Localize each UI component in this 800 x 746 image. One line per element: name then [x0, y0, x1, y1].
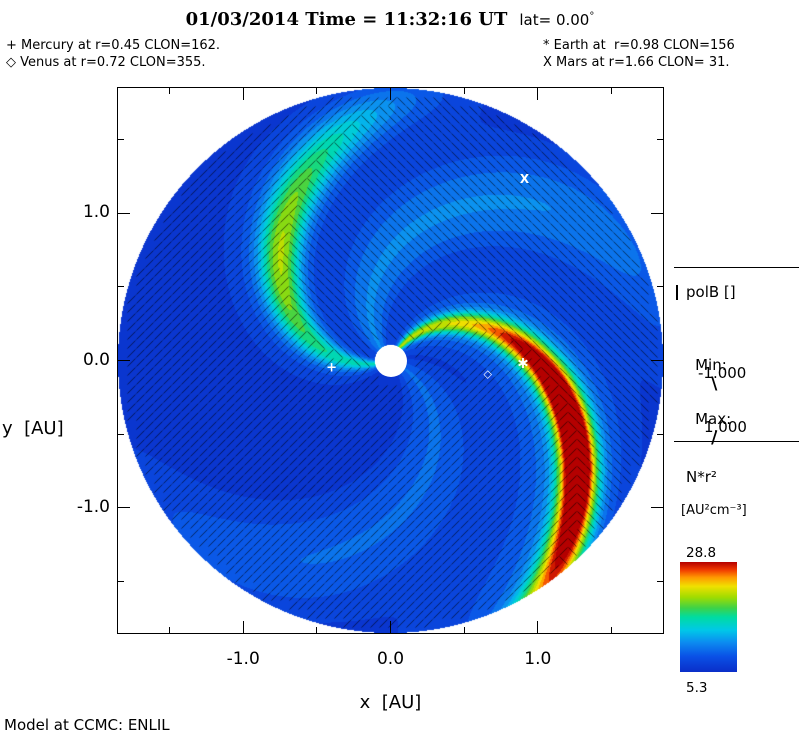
y-tick-label: -1.0 — [76, 496, 110, 517]
axis-tick — [118, 360, 130, 361]
axis-tick — [390, 621, 391, 633]
axis-tick — [169, 627, 171, 633]
x-axis-label: x [AU] — [359, 692, 422, 713]
colorbar-title: N*r² — [686, 468, 717, 486]
min-label: Min: — [695, 356, 727, 374]
earth-annotation: * Earth at r=0.98 CLON=156 — [543, 38, 735, 53]
max-label: Max: — [695, 410, 732, 428]
axis-tick — [118, 286, 124, 288]
axis-tick — [118, 433, 124, 435]
plot-title: 01/03/2014 Time = 11:32:16 UT lat= 0.00° — [0, 9, 780, 30]
axis-tick — [390, 88, 391, 100]
x-icon: X — [543, 55, 552, 70]
x-tick-label: 1.0 — [524, 649, 552, 669]
axis-tick — [657, 433, 663, 435]
axis-tick — [118, 507, 130, 509]
mars-marker: X — [519, 172, 530, 187]
axis-tick — [118, 212, 130, 214]
axis-tick — [118, 580, 124, 582]
venus-annotation: ◇ Venus at r=0.72 CLON=355. — [6, 55, 206, 70]
earth-marker: ∗ — [516, 353, 530, 373]
axis-tick — [316, 88, 318, 94]
axis-tick — [169, 88, 171, 94]
axis-tick — [242, 621, 244, 633]
x-tick-label: -1.0 — [226, 649, 260, 669]
colorbar-min-value: 5.3 — [686, 680, 708, 696]
axis-tick — [610, 627, 612, 633]
polarity-max-value: 1.000 — [704, 418, 747, 436]
axis-tick — [118, 139, 124, 141]
polb-label: polB [] — [686, 283, 736, 301]
axis-tick — [651, 212, 663, 214]
degree-symbol: ° — [589, 11, 595, 22]
x-tick-label: 0.0 — [376, 649, 405, 669]
axis-tick — [657, 286, 663, 288]
planet-annotations-right: * Earth at r=0.98 CLON=156 X Mars at r=1… — [543, 37, 735, 71]
mercury-annotation: + Mercury at r=0.45 CLON=162. — [6, 38, 221, 53]
axis-tick — [242, 88, 244, 100]
colorbar-gradient — [680, 562, 737, 672]
axis-tick — [657, 580, 663, 582]
plot-latitude: lat= 0.00° — [519, 11, 595, 29]
polarity-min-row: Min: \ — [676, 338, 727, 412]
axis-tick — [651, 507, 663, 509]
mars-annotation: X Mars at r=1.66 CLON= 31. — [543, 55, 730, 70]
axis-tick — [463, 88, 465, 94]
axis-tick — [651, 360, 663, 361]
plus-icon: + — [6, 38, 17, 53]
venus-marker: ◇ — [483, 367, 492, 381]
diamond-icon: ◇ — [6, 55, 16, 70]
mercury-marker: + — [326, 360, 338, 376]
positive-polarity-icon: / — [711, 428, 718, 448]
y-tick-label: 1.0 — [82, 202, 110, 223]
y-tick-label: 0.0 — [82, 349, 110, 370]
colorbar-units: [AU²cm⁻³] — [681, 503, 747, 518]
colorbar-max-value: 28.8 — [686, 545, 717, 561]
axis-tick — [316, 627, 318, 633]
model-credit: Model at CCMC: ENLIL — [4, 716, 170, 734]
polarity-max-row: Max: / — [676, 392, 731, 466]
legend-divider-bottom — [674, 441, 799, 442]
negative-polarity-icon: \ — [711, 374, 718, 394]
axis-tick — [537, 88, 539, 100]
axis-tick — [463, 627, 465, 633]
polarity-legend-title: polB [] — [676, 283, 736, 301]
axis-tick — [537, 621, 539, 633]
axis-tick — [657, 139, 663, 141]
vertical-bar-icon — [676, 284, 678, 300]
planet-annotations-left: + Mercury at r=0.45 CLON=162. ◇ Venus at… — [6, 37, 220, 71]
asterisk-icon: * — [543, 38, 550, 53]
plot-area: + ◇ ∗ X -1.0 -1.0 0.0 0.0 1.0 1.0 — [77, 87, 664, 669]
sun-icon — [375, 345, 407, 377]
y-axis-label: y [AU] — [2, 418, 64, 439]
plot-datetime: 01/03/2014 Time = 11:32:16 UT — [185, 9, 508, 30]
polarity-min-value: -1.000 — [698, 364, 747, 382]
axis-tick — [610, 88, 612, 94]
legend-divider-top — [674, 267, 799, 268]
